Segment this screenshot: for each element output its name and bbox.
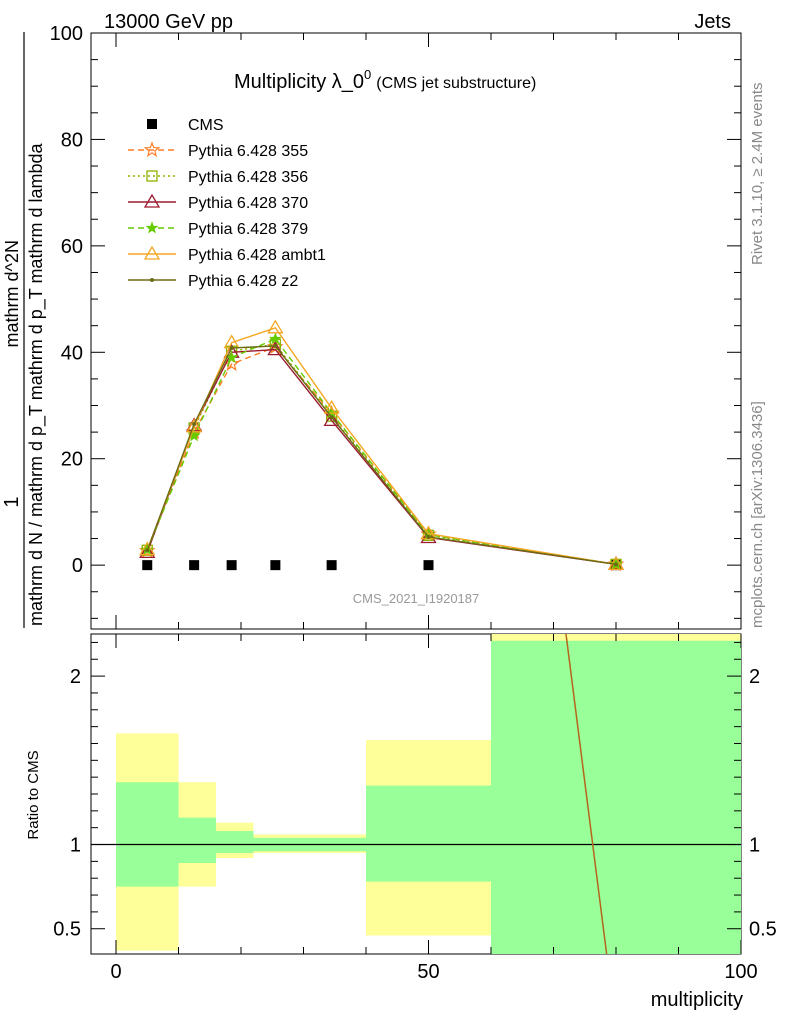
data-point-marker bbox=[326, 560, 337, 571]
data-point-marker bbox=[150, 278, 154, 282]
series-line bbox=[146, 326, 617, 565]
legend-label: CMS bbox=[188, 117, 224, 134]
data-point-marker bbox=[185, 418, 203, 433]
main-axis-ticks: 0 20 40 60 80 100 bbox=[50, 23, 742, 629]
ratio-band-inner bbox=[178, 817, 216, 864]
legend-entry-p379: Pythia 6.428 379 bbox=[128, 221, 308, 238]
ratio-y-tick-label: 0.5 bbox=[53, 919, 81, 941]
data-point-marker bbox=[139, 541, 156, 556]
data-point-marker bbox=[420, 529, 437, 544]
data-point-marker bbox=[143, 141, 161, 158]
legend-entry-p355: Pythia 6.428 355 bbox=[128, 141, 308, 160]
ratio-mc-line bbox=[565, 633, 608, 955]
series-p355 bbox=[138, 338, 625, 572]
ratio-band-inner bbox=[366, 785, 491, 882]
main-y-tick-label: 80 bbox=[61, 129, 83, 151]
y-label-denominator: mathrm d N / mathrm d p_T mathrm d p_T m… bbox=[26, 143, 47, 626]
series-line bbox=[146, 348, 617, 565]
series-p379 bbox=[140, 332, 623, 570]
legend-entry-cms: CMS bbox=[147, 117, 224, 134]
main-y-tick-label: 40 bbox=[61, 342, 83, 364]
legend-label: Pythia 6.428 355 bbox=[188, 143, 308, 160]
legend-label: Pythia 6.428 ambt1 bbox=[188, 247, 326, 264]
legend-label: Pythia 6.428 356 bbox=[188, 169, 308, 186]
data-point-marker bbox=[325, 406, 339, 419]
data-point-marker bbox=[273, 343, 278, 348]
main-y-tick-label: 60 bbox=[61, 236, 83, 258]
rivet-label: Rivet 3.1.10, ≥ 2.4M events bbox=[749, 83, 766, 266]
data-point-marker bbox=[145, 548, 150, 553]
ratio-y-tick-label-right: 1 bbox=[749, 835, 760, 857]
main-plot-frame bbox=[90, 32, 742, 630]
series-ambt1 bbox=[139, 319, 625, 570]
ratio-band-inner bbox=[116, 782, 179, 887]
main-y-axis-label: 1 mathrm d N / mathrm d p_T mathrm d p_T… bbox=[1, 32, 47, 628]
data-point-marker bbox=[139, 544, 156, 559]
data-point-marker bbox=[189, 560, 200, 571]
data-point-marker bbox=[145, 221, 159, 234]
main-y-tick-label: 100 bbox=[50, 23, 83, 45]
main-y-tick-label: 20 bbox=[61, 449, 83, 471]
data-point-marker bbox=[268, 332, 282, 345]
data-point-marker bbox=[147, 119, 157, 129]
ratio-axis-ticks: 0.5 0.5 1 1 2 2 0 50 100 bbox=[53, 634, 777, 983]
data-point-marker bbox=[323, 412, 340, 427]
x-tick-label: 0 bbox=[110, 961, 121, 983]
x-tick-label: 100 bbox=[724, 961, 757, 983]
x-axis-label: multiplicity bbox=[651, 989, 743, 1011]
series-z2 bbox=[145, 343, 618, 567]
mcplots-label: mcplots.cern.ch [arXiv:1306.3436] bbox=[749, 401, 766, 628]
title-main: Multiplicity λ_0 bbox=[234, 71, 364, 93]
legend-entry-p356: Pythia 6.428 356 bbox=[128, 169, 308, 186]
data-point-marker bbox=[614, 562, 618, 567]
data-point-marker bbox=[226, 560, 237, 571]
legend-label: Pythia 6.428 379 bbox=[188, 221, 308, 238]
data-point-marker bbox=[142, 560, 153, 571]
series-p370 bbox=[139, 341, 625, 570]
x-tick-label: 50 bbox=[417, 961, 439, 983]
series-p356 bbox=[141, 338, 622, 570]
category-label: Jets bbox=[694, 11, 731, 33]
data-point-marker bbox=[329, 415, 334, 420]
data-point-marker bbox=[426, 534, 431, 539]
title-sub: (CMS jet substructure) bbox=[376, 75, 536, 92]
series-cms bbox=[142, 560, 621, 571]
plot-title: Multiplicity λ_00 (CMS jet substructure) bbox=[234, 67, 536, 93]
data-point-marker bbox=[270, 560, 281, 571]
legend: CMS Pythia 6.428 355 Pythia 6.428 356 Pythi… bbox=[128, 117, 326, 290]
ratio-y-tick-label-right: 0.5 bbox=[749, 919, 777, 941]
ratio-y-tick-label: 1 bbox=[70, 835, 81, 857]
data-point-marker bbox=[146, 170, 158, 182]
legend-label: Pythia 6.428 z2 bbox=[188, 273, 298, 290]
ratio-y-tick-label-right: 2 bbox=[749, 666, 760, 688]
legend-entry-z2: Pythia 6.428 z2 bbox=[128, 273, 298, 290]
y-label-top: mathrm d^2N bbox=[2, 240, 22, 347]
energy-label: 13000 GeV pp bbox=[104, 11, 233, 33]
legend-label: Pythia 6.428 370 bbox=[188, 195, 308, 212]
data-point-marker bbox=[143, 193, 161, 208]
ratio-bands-group bbox=[91, 633, 741, 955]
data-point-marker bbox=[192, 422, 197, 427]
main-series-group bbox=[138, 319, 625, 572]
legend-entry-ambt1: Pythia 6.428 ambt1 bbox=[128, 245, 326, 264]
ratio-y-label: Ratio to CMS bbox=[25, 750, 42, 839]
y-label-numerator: 1 bbox=[1, 496, 23, 507]
ratio-band-inner bbox=[491, 640, 741, 954]
data-point-marker bbox=[323, 399, 340, 414]
title-superscript: 0 bbox=[364, 67, 371, 82]
data-point-marker bbox=[229, 346, 234, 351]
main-y-tick-label: 0 bbox=[72, 555, 83, 577]
ratio-band-inner bbox=[216, 831, 254, 853]
analysis-id: CMS_2021_I1920187 bbox=[353, 591, 480, 606]
data-point-marker bbox=[267, 319, 284, 334]
data-point-marker bbox=[423, 560, 434, 571]
data-point-marker bbox=[267, 341, 284, 356]
ratio-y-tick-label: 2 bbox=[70, 666, 81, 688]
data-point-marker bbox=[143, 245, 161, 260]
legend-entry-p370: Pythia 6.428 370 bbox=[128, 193, 308, 212]
